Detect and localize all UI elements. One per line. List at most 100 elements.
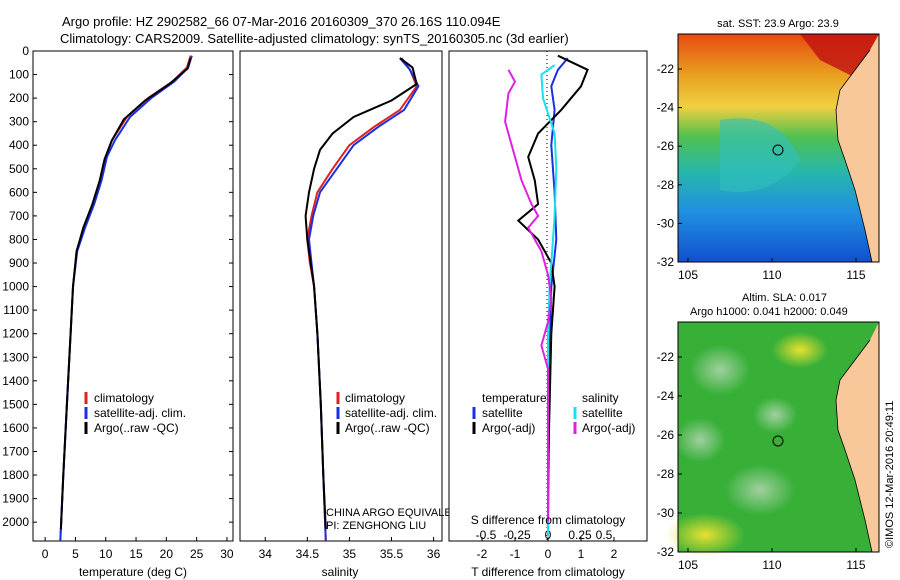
x-tick-label: 0 — [545, 547, 552, 561]
y-tick-label: 0 — [22, 44, 29, 58]
legend-label-s-satellite: satellite — [582, 406, 623, 420]
lat-tick-label: -30 — [657, 506, 675, 520]
y-tick-label: 500 — [9, 162, 29, 176]
salinity-xlabel: salinity — [322, 565, 359, 579]
legend-label-climatology: climatology — [345, 391, 405, 405]
salinity-x-axis: 34 34.5 35 35.5 36 — [259, 537, 441, 561]
x-tick-label: -2 — [477, 547, 488, 561]
lat-tick-label: -32 — [657, 545, 675, 559]
legend-label-satellite: satellite-adj. clim. — [345, 406, 437, 420]
legend-label-t-argo: Argo(-adj) — [482, 421, 535, 435]
salinity-lines — [304, 57, 420, 542]
x-tick-label: 34.5 — [296, 547, 320, 561]
y-tick-label: 1100 — [3, 303, 29, 317]
s-tick-label: -0.5 — [476, 528, 497, 542]
difference-x-axis: -2 -1 0 1 2-0.5 -0.25 0 0.25 0.5 — [476, 528, 618, 561]
y-tick-label: 300 — [9, 115, 29, 129]
x-tick-label: 1 — [578, 547, 585, 561]
land-mass — [836, 322, 879, 552]
legend-title-temperature: temperature — [482, 391, 547, 405]
sst-map-axes: 105 110 115 -22 -24 -26 -28 -30 -32 — [657, 62, 866, 282]
sla-map-title-1: Altim. SLA: 0.017 — [742, 292, 827, 304]
lon-tick-label: 110 — [762, 558, 781, 572]
y-tick-label: 400 — [9, 138, 29, 152]
lon-tick-label: 115 — [846, 558, 865, 572]
sla-blob — [753, 397, 797, 433]
x-tick-label: 10 — [99, 547, 113, 561]
lat-tick-label: -30 — [657, 216, 675, 230]
y-tick-label: 2000 — [2, 515, 29, 529]
temperature-axes — [32, 50, 234, 542]
legend-label-climatology: climatology — [94, 391, 154, 405]
x-tick-label: 35 — [343, 547, 357, 561]
series-line-argo-raw-qc- — [304, 57, 418, 530]
salinity-panel: 34 34.5 35 35.5 36 climatology satellite-adj… — [239, 50, 467, 579]
depth-axis: 0 100 200 300 400 500 600 700 800 900 1000 1100 1200… — [2, 44, 233, 529]
y-tick-label: 1300 — [2, 350, 29, 364]
series-line-temperature-argo-adj- — [516, 54, 589, 523]
sla-map-axes: 105 110 115 -22 -24 -26 -28 -30 -32 — [657, 350, 866, 572]
y-tick-label: 200 — [9, 91, 29, 105]
coastline — [835, 339, 873, 553]
y-tick-label: 100 — [9, 68, 29, 82]
s-tick-label: 0.5 — [596, 528, 613, 542]
lat-tick-label: -24 — [657, 389, 675, 403]
lat-tick-label: -28 — [657, 178, 675, 192]
s-tick-label: 0.25 — [568, 528, 592, 542]
legend-title-salinity: salinity — [582, 391, 619, 405]
sla-map-panel: Altim. SLA: 0.017 Argo h1000: 0.041 h200… — [657, 292, 880, 572]
lon-tick-label: 105 — [678, 268, 698, 282]
sla-map-frame — [677, 321, 880, 553]
legend-label-t-satellite: satellite — [482, 406, 523, 420]
x-tick-label: 36 — [427, 547, 441, 561]
y-tick-label: 1900 — [2, 492, 29, 506]
x-tick-label: 15 — [129, 547, 143, 561]
x-tick-label: 20 — [160, 547, 174, 561]
series-line-salinity-argo-adj- — [504, 69, 553, 523]
credit: ©IMOS 12-Mar-2016 20:49:11 — [884, 401, 896, 548]
x-tick-label: 5 — [72, 547, 79, 561]
difference-panel: -2 -1 0 1 2-0.5 -0.25 0 0.25 0.5 temperature sat… — [448, 50, 648, 579]
annotation-line-2: PI: ZENGHONG LIU — [326, 520, 426, 532]
difference-legend-temperature: temperature satellite Argo(-adj) — [472, 391, 547, 435]
difference-legend-salinity: salinity satellite Argo(-adj) — [573, 391, 635, 435]
temperature-legend: climatology satellite-adj. clim. Argo(..… — [84, 391, 186, 435]
s-difference-label: S difference from climatology — [471, 513, 626, 527]
temperature-panel: 0100200300400500600700800900100011001200… — [2, 44, 234, 579]
sla-blob — [690, 345, 750, 395]
y-tick-label: 1700 — [2, 444, 29, 458]
s-tick-label: -0.25 — [503, 528, 531, 542]
coastline — [835, 49, 873, 263]
lat-tick-label: -22 — [657, 350, 675, 364]
y-tick-label: 1600 — [2, 421, 29, 435]
sst-map-panel: sat. SST: 23.9 Argo: 23.9 105 110 115 -22 -2… — [657, 18, 880, 282]
salinity-axes — [239, 50, 443, 542]
legend-label-argo: Argo(..raw -QC) — [94, 421, 179, 435]
series-line-salinity-satellite — [540, 64, 558, 537]
annotation-line-1: CHINA ARGO EQUIVALENT — [326, 507, 467, 519]
lon-tick-label: 115 — [846, 268, 865, 282]
lat-tick-label: -24 — [657, 101, 675, 115]
y-tick-label: 800 — [9, 232, 29, 246]
sst-map-title: sat. SST: 23.9 Argo: 23.9 — [717, 18, 839, 30]
y-tick-label: 1200 — [2, 327, 29, 341]
sst-map-frame — [677, 33, 880, 263]
temperature-lines — [59, 55, 193, 542]
lat-tick-label: -28 — [657, 467, 675, 481]
salinity-legend: climatology satellite-adj. clim. Argo(..… — [336, 391, 437, 435]
y-tick-label: 1500 — [2, 397, 29, 411]
x-tick-label: 34 — [259, 547, 273, 561]
x-tick-label: 2 — [611, 547, 618, 561]
y-tick-label: 1000 — [2, 280, 29, 294]
lat-tick-label: -26 — [657, 139, 675, 153]
temperature-x-axis: 0 5 10 15 20 25 30 — [42, 537, 234, 561]
y-tick-label: 900 — [9, 256, 29, 270]
header-line-1: Argo profile: HZ 2902582_66 07-Mar-2016 … — [62, 14, 501, 29]
sst-teal-patch — [720, 118, 800, 192]
y-tick-label: 600 — [9, 185, 29, 199]
sla-warm-blob — [665, 513, 745, 557]
land-mass — [836, 34, 879, 262]
sla-blob — [675, 418, 725, 462]
t-difference-label: T difference from climatology — [471, 565, 625, 579]
